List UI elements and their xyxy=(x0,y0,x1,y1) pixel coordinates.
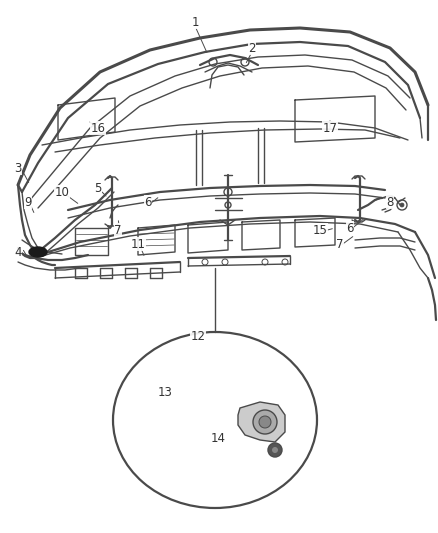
Text: 9: 9 xyxy=(24,196,32,208)
Ellipse shape xyxy=(115,334,315,506)
Text: 16: 16 xyxy=(91,122,106,134)
Text: 7: 7 xyxy=(336,238,344,251)
Text: 7: 7 xyxy=(114,223,122,237)
Circle shape xyxy=(259,416,271,428)
Circle shape xyxy=(268,443,282,457)
Circle shape xyxy=(400,203,404,207)
Text: 15: 15 xyxy=(313,223,328,237)
Text: 2: 2 xyxy=(248,42,256,54)
Text: 17: 17 xyxy=(322,122,338,134)
Text: 3: 3 xyxy=(14,161,22,174)
Text: 10: 10 xyxy=(55,185,70,198)
Text: 4: 4 xyxy=(14,246,22,259)
Text: 1: 1 xyxy=(191,15,199,28)
Text: 8: 8 xyxy=(386,196,394,208)
Text: 12: 12 xyxy=(191,329,205,343)
Circle shape xyxy=(253,410,277,434)
Text: 6: 6 xyxy=(346,222,354,235)
Text: 13: 13 xyxy=(158,385,173,399)
Text: 14: 14 xyxy=(211,432,226,445)
Ellipse shape xyxy=(29,247,47,257)
Circle shape xyxy=(272,447,278,453)
Text: 5: 5 xyxy=(94,182,102,195)
Polygon shape xyxy=(238,402,285,442)
Text: 6: 6 xyxy=(144,196,152,208)
Text: 11: 11 xyxy=(131,238,145,251)
